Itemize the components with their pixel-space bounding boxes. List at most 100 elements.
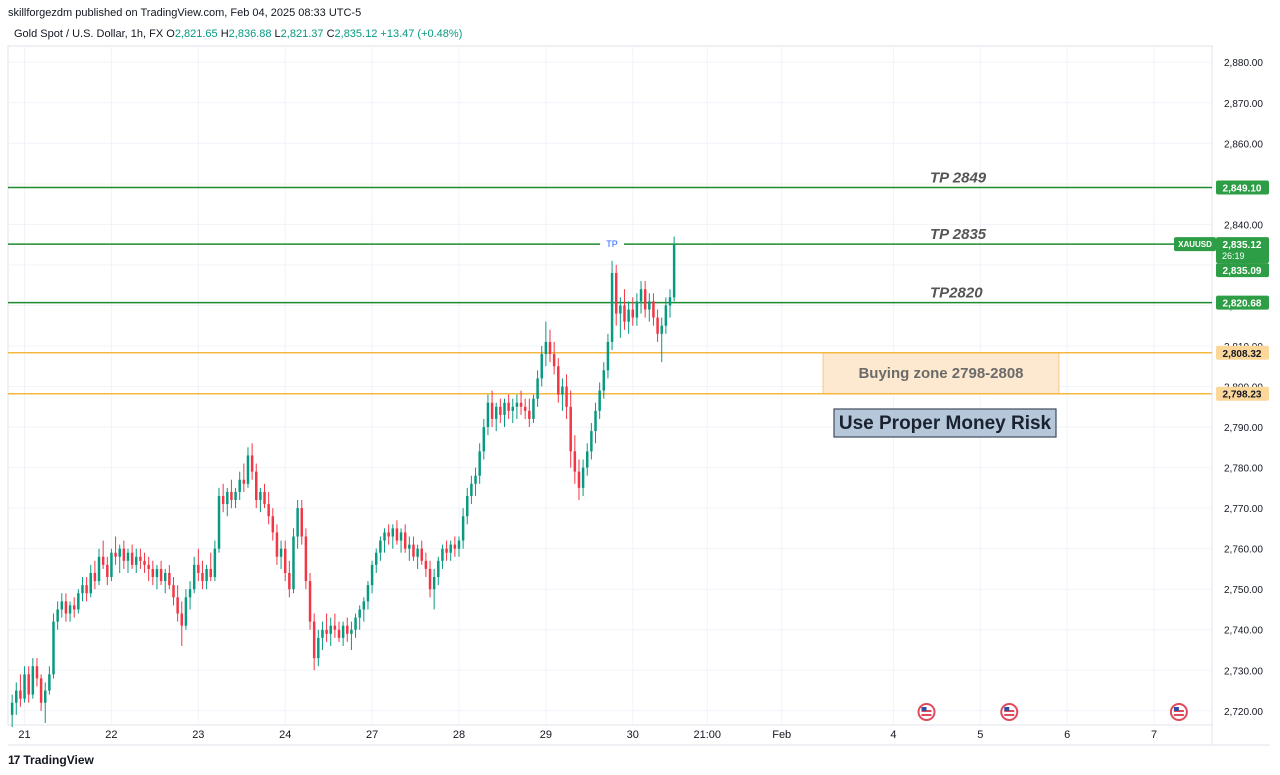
symbol-tag: [1174, 237, 1216, 252]
y-tick-label: 2,750.00: [1224, 585, 1263, 596]
candle-body: [590, 431, 593, 452]
candle-body: [606, 341, 610, 371]
candle-body: [15, 690, 18, 703]
candle-body: [308, 581, 312, 622]
candle-body: [561, 386, 564, 395]
candle-body: [619, 305, 622, 314]
candle-body: [329, 625, 332, 634]
candle-body: [635, 301, 639, 318]
candle-body: [391, 528, 395, 537]
candle-body: [569, 406, 572, 452]
candle-body: [383, 532, 386, 541]
candle-body: [466, 495, 469, 517]
candle-body: [304, 536, 308, 582]
candle-body: [64, 601, 68, 614]
candle-body: [362, 601, 366, 610]
candle-body: [271, 516, 275, 533]
candle-body: [358, 609, 361, 618]
y-tick-label: 2,780.00: [1224, 464, 1263, 475]
candle-body: [586, 451, 589, 468]
x-tick-label: 21:00: [693, 729, 721, 741]
candle-body: [602, 370, 606, 391]
y-tick-label: 2,790.00: [1224, 423, 1263, 434]
candle-body: [474, 475, 477, 484]
candle-body: [366, 585, 370, 602]
x-tick-label: 30: [627, 729, 639, 741]
candle-body: [627, 309, 630, 322]
candle-body: [163, 572, 167, 582]
candle-body: [242, 479, 246, 484]
candle-body: [77, 593, 80, 610]
candle-body: [370, 564, 374, 586]
candle-body: [159, 568, 163, 582]
y-tick-label: 2,870.00: [1224, 99, 1263, 110]
change-value: +13.47 (+0.48%): [380, 28, 463, 40]
candle-body: [350, 629, 353, 634]
candle-body: [31, 666, 35, 695]
candle-body: [594, 410, 597, 432]
ohlc-legend: Gold Spot / U.S. Dollar, 1h, FX O2,821.6…: [14, 28, 462, 40]
candle-body: [312, 621, 316, 659]
candle-body: [81, 585, 84, 594]
candle-body: [275, 532, 279, 557]
tradingview-footer[interactable]: 17 TradingView: [8, 753, 94, 767]
candle-body: [540, 354, 543, 379]
candle-body: [197, 564, 200, 573]
flag-canton: [1173, 707, 1179, 711]
candle-body: [643, 289, 647, 310]
buying-zone: [822, 352, 1060, 395]
candle-body: [374, 552, 378, 565]
candle-body: [10, 702, 14, 715]
candle-body: [664, 305, 668, 326]
candle-body: [209, 568, 212, 578]
price-badge-text: 2,820.68: [1223, 299, 1262, 310]
candle-body: [238, 479, 241, 492]
y-tick-label: 2,860.00: [1224, 139, 1263, 150]
y-tick-label: 2,730.00: [1224, 666, 1263, 677]
candle-body: [250, 455, 254, 472]
candle-body: [52, 621, 55, 675]
x-tick-label: 22: [105, 729, 117, 741]
candle-body: [60, 601, 64, 610]
candle-body: [246, 455, 250, 484]
candle-body: [432, 577, 436, 590]
x-tick-label: 5: [977, 729, 983, 741]
candle-body: [623, 305, 626, 322]
x-tick-label: 27: [366, 729, 378, 741]
candle-body: [143, 560, 146, 565]
candle-body: [639, 289, 643, 302]
candle-body: [408, 544, 411, 549]
price-badge: [1216, 295, 1269, 310]
candle-body: [548, 341, 552, 355]
candle-body: [354, 617, 357, 630]
candle-body: [283, 548, 287, 573]
candle-body: [56, 609, 59, 622]
candle-body: [221, 495, 225, 505]
price-badge: [1216, 180, 1269, 195]
candle-body: [139, 556, 142, 561]
candle-body: [118, 548, 121, 557]
x-tick-label: 4: [890, 729, 896, 741]
candle-body: [507, 402, 510, 411]
candle-body: [300, 508, 304, 537]
candle-body: [39, 678, 43, 703]
candle-body: [23, 674, 26, 699]
symbol-tag-text: XAUUSD: [1178, 240, 1212, 249]
candle-body: [470, 483, 473, 496]
open-value: 2,821.65: [174, 28, 218, 40]
last-price-text: 2,835.12: [1223, 240, 1262, 251]
candle-body: [499, 406, 502, 415]
candle-body: [147, 564, 150, 569]
candle-body: [89, 572, 92, 594]
candle-body: [263, 491, 266, 505]
x-tick-label: 28: [453, 729, 465, 741]
candle-body: [85, 585, 88, 594]
flag-stripe: [921, 714, 932, 716]
y-tick-label: 2,760.00: [1224, 545, 1263, 556]
candle-body: [412, 544, 415, 557]
y-tick-label: 2,740.00: [1224, 626, 1263, 637]
candle-body: [205, 568, 208, 582]
candle-body: [184, 597, 188, 626]
candle-body: [424, 560, 428, 569]
